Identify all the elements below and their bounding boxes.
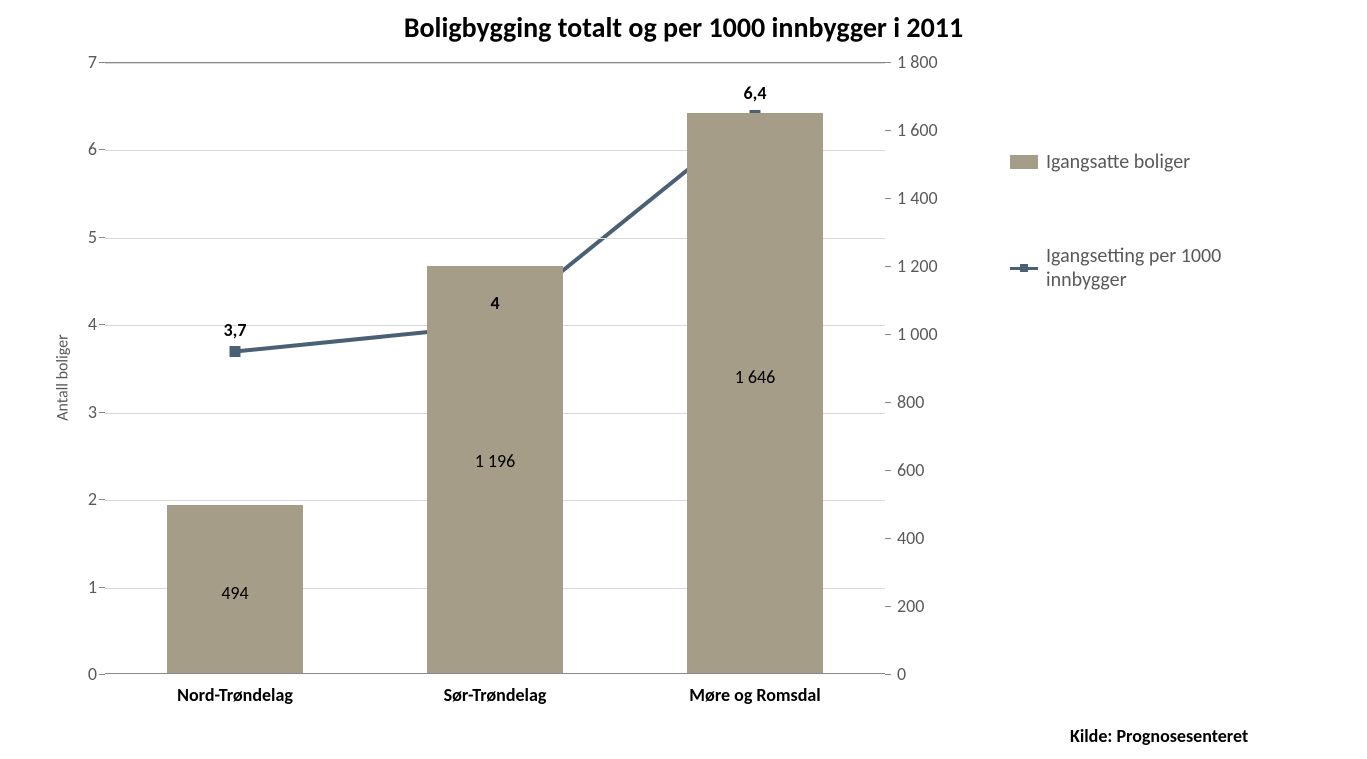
gridline <box>105 63 885 64</box>
ytick-left: 6 <box>61 138 97 160</box>
legend-label: Igangsatte boliger <box>1046 150 1190 174</box>
x-category-label: Sør-Trøndelag <box>444 684 547 706</box>
ytick-left: 5 <box>61 226 97 248</box>
line-value-label: 6,4 <box>744 82 767 104</box>
tickmark-left <box>99 587 105 588</box>
tickmark-left <box>99 149 105 150</box>
ytick-right: 0 <box>897 663 906 685</box>
tickmark-left <box>99 499 105 500</box>
ytick-right: 400 <box>897 527 924 549</box>
ytick-left: 4 <box>61 313 97 335</box>
tickmark-right <box>885 62 891 63</box>
legend-label: Igangsetting per 1000 innbygger <box>1046 244 1236 292</box>
tickmark-left <box>99 237 105 238</box>
tickmark-left <box>99 412 105 413</box>
tickmark-right <box>885 334 891 335</box>
ytick-left: 2 <box>61 488 97 510</box>
ytick-right: 1 600 <box>897 119 938 141</box>
tickmark-right <box>885 606 891 607</box>
ytick-right: 1 200 <box>897 255 938 277</box>
chart-container: Boligbygging totalt og per 1000 innbygge… <box>0 0 1367 759</box>
legend-item: Igangsatte boliger <box>1010 150 1236 174</box>
ytick-right: 1 400 <box>897 187 938 209</box>
ytick-right: 800 <box>897 391 924 413</box>
ytick-left: 7 <box>61 51 97 73</box>
ytick-left: 1 <box>61 576 97 598</box>
tickmark-right <box>885 538 891 539</box>
bar-value-label: 1 646 <box>735 366 776 388</box>
legend: Igangsatte boliger Igangsetting per 1000 … <box>1010 150 1236 362</box>
tickmark-right <box>885 198 891 199</box>
tickmark-right <box>885 674 891 675</box>
ytick-left: 3 <box>61 401 97 423</box>
bar-value-label: 494 <box>221 582 248 604</box>
legend-item: Igangsetting per 1000 innbygger <box>1010 244 1236 292</box>
ytick-left: 0 <box>61 663 97 685</box>
legend-swatch-line <box>1010 261 1038 275</box>
tickmark-right <box>885 130 891 131</box>
bar <box>687 113 822 673</box>
line-value-label: 3,7 <box>224 319 247 341</box>
line-value-label: 4 <box>490 292 499 314</box>
tickmark-left <box>99 674 105 675</box>
tickmark-right <box>885 470 891 471</box>
ytick-right: 600 <box>897 459 924 481</box>
x-category-label: Møre og Romsdal <box>689 684 820 706</box>
x-category-label: Nord-Trøndelag <box>177 684 293 706</box>
legend-swatch-bar <box>1010 155 1038 169</box>
bar-value-label: 1 196 <box>475 450 516 472</box>
tickmark-left <box>99 324 105 325</box>
chart-title: Boligbygging totalt og per 1000 innbygge… <box>0 10 1367 45</box>
tickmark-left <box>99 62 105 63</box>
tickmark-right <box>885 266 891 267</box>
tickmark-right <box>885 402 891 403</box>
ytick-right: 200 <box>897 595 924 617</box>
source-text: Kilde: Prognosesenteret <box>1070 725 1248 747</box>
ytick-right: 1 800 <box>897 51 938 73</box>
ytick-right: 1 000 <box>897 323 938 345</box>
